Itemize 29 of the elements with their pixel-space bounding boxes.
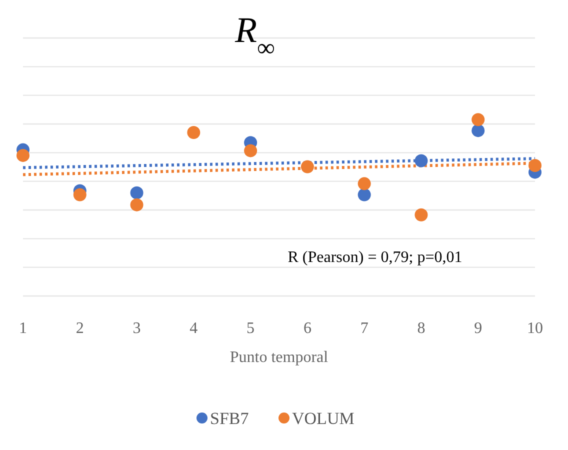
point bbox=[358, 177, 371, 190]
x-tick-label: 6 bbox=[303, 320, 312, 337]
legend-label: SFB7 bbox=[210, 409, 250, 428]
point bbox=[414, 154, 428, 168]
x-tick-label: 4 bbox=[190, 320, 198, 337]
point bbox=[472, 124, 485, 138]
point bbox=[358, 188, 371, 202]
chart-title: R$_{∞}$ bbox=[234, 10, 275, 62]
x-tick-label: 7 bbox=[360, 320, 368, 337]
point bbox=[300, 160, 314, 174]
point bbox=[187, 126, 200, 140]
point bbox=[130, 198, 144, 212]
point bbox=[16, 148, 30, 162]
x-tick-label: 10 bbox=[527, 320, 543, 337]
point bbox=[414, 208, 428, 222]
x-tick-label: 9 bbox=[474, 320, 482, 337]
annotation: R (Pearson) = 0,79; p=0,01 bbox=[288, 249, 462, 266]
x-tick-label: 3 bbox=[132, 320, 141, 337]
point bbox=[472, 113, 485, 126]
legend-label: VOLUM bbox=[292, 409, 354, 428]
x-tick-label: 1 bbox=[19, 320, 27, 337]
point bbox=[528, 159, 542, 172]
x-tick-label: 2 bbox=[76, 320, 84, 337]
x-tick-label: 5 bbox=[246, 320, 255, 337]
point bbox=[244, 144, 258, 158]
point bbox=[130, 186, 144, 200]
x-axis-title: Punto temporal bbox=[230, 349, 329, 366]
x-tick-label: 8 bbox=[417, 320, 426, 337]
point bbox=[73, 188, 86, 202]
